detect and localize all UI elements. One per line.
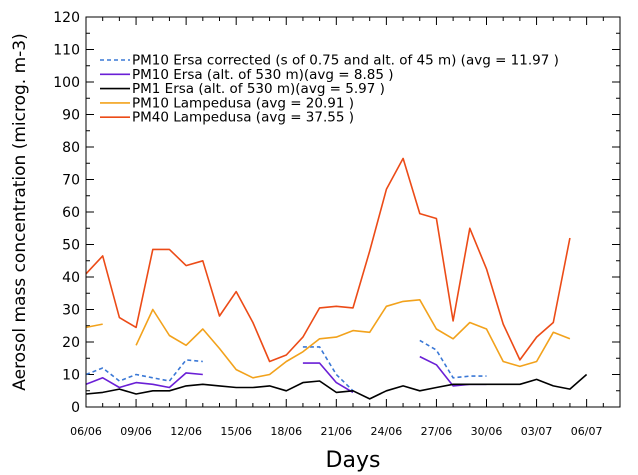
series-line: [419, 355, 487, 387]
series-4: [85, 157, 571, 363]
y-tick-label: 120: [53, 10, 80, 26]
series-lines: [85, 157, 588, 400]
legend-label: PM1 Ersa (alt. of 530 m)(avg = 5.97 ): [132, 81, 385, 97]
series-line: [85, 372, 203, 389]
x-tick-label: 24/06: [371, 425, 403, 438]
x-tick-label: 27/06: [421, 425, 453, 438]
x-tick-label: 15/06: [220, 425, 252, 438]
y-tick-label: 80: [62, 140, 80, 156]
series-line: [135, 298, 571, 379]
x-tick-label: 12/06: [170, 425, 202, 438]
x-tick-label: 06/06: [70, 425, 102, 438]
plot-frame: [85, 16, 621, 408]
legend-label: PM10 Lampedusa (avg = 20.91 ): [132, 95, 354, 111]
y-tick-label: 20: [62, 335, 80, 351]
y-tick-label: 10: [62, 368, 80, 384]
y-tick-label: 90: [62, 108, 80, 124]
y-tick-label: 110: [53, 43, 80, 59]
series-0: [85, 339, 487, 392]
x-tick-label: 18/06: [270, 425, 302, 438]
x-tick-label: 09/06: [120, 425, 152, 438]
y-tick-label: 100: [53, 75, 80, 91]
series-line: [302, 346, 354, 392]
series-line: [85, 157, 571, 363]
legend-label: PM40 Lampedusa (avg = 37.55 ): [132, 110, 354, 126]
series-line: [302, 362, 354, 394]
x-axis-ticks: 06/06 09/06 12/06 15/06 18/06 21/06 24/06 27/06…: [70, 17, 621, 438]
x-tick-label: 30/06: [471, 425, 503, 438]
y-tick-label: 60: [62, 205, 80, 221]
y-tick-label: 70: [62, 173, 80, 189]
legend-label: PM10 Ersa (alt. of 530 m)(avg = 8.85 ): [132, 67, 394, 83]
series-line: [85, 373, 588, 400]
y-tick-label: 0: [71, 400, 80, 416]
x-tick-label: 21/06: [320, 425, 352, 438]
y-axis-ticks: 0 10 20 30 40 50 60 70 80 90 100 110 120: [53, 10, 620, 416]
series-line: [419, 339, 487, 379]
x-tick-label: 03/07: [521, 425, 553, 438]
y-tick-label: 50: [62, 238, 80, 254]
y-axis-title: Aerosol mass concentration (microg. m-3): [10, 33, 30, 390]
legend: PM10 Ersa corrected (s of 0.75 and alt. …: [100, 53, 559, 126]
legend-label: PM10 Ersa corrected (s of 0.75 and alt. …: [132, 53, 559, 69]
series-3: [85, 298, 571, 379]
series-line: [85, 323, 103, 329]
x-axis-title: Days: [326, 448, 381, 473]
series-2: [85, 373, 588, 400]
series-line: [85, 359, 203, 382]
x-tick-label: 06/07: [571, 425, 603, 438]
y-tick-label: 40: [62, 270, 80, 286]
y-tick-label: 30: [62, 303, 80, 319]
